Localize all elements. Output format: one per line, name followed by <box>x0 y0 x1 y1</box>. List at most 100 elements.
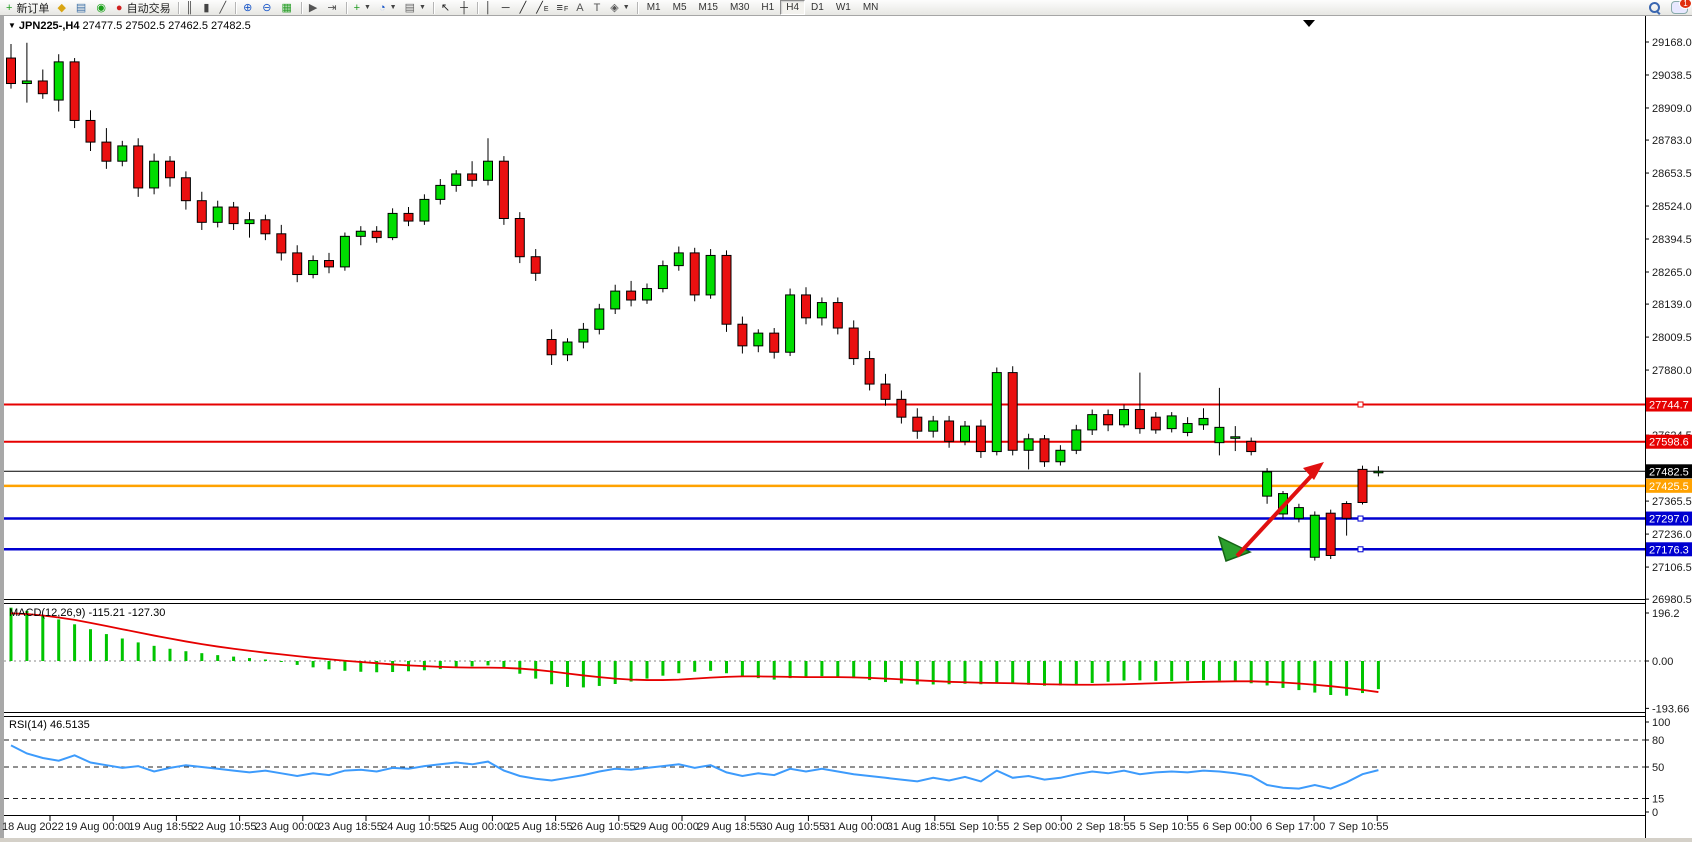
cursor-button[interactable]: ↖ <box>437 0 456 16</box>
timeframe-button-d1[interactable]: D1 <box>811 2 824 13</box>
date-label: 2 Sep 00:00 <box>1013 821 1072 833</box>
chevron-down-icon[interactable]: ▼ <box>622 4 630 11</box>
zoom-out-button[interactable]: ⊖ <box>258 0 277 16</box>
toolbar-separator <box>476 1 478 14</box>
candle-body-down <box>165 160 175 179</box>
timeframe-button-w1[interactable]: W1 <box>835 2 851 13</box>
periods-button[interactable]: ◔ ▼ <box>375 0 401 16</box>
macd-bar <box>454 661 458 668</box>
bar-chart-button[interactable]: ║ <box>182 0 200 16</box>
hline-button[interactable]: ─ <box>498 0 516 16</box>
label-button[interactable]: T <box>590 0 607 16</box>
timeframe-button-m5[interactable]: M5 <box>672 2 687 13</box>
rsi-tick-label: 0 <box>1652 807 1658 819</box>
macd-bar <box>581 661 585 688</box>
candle-body-down <box>324 260 334 268</box>
trendline-button[interactable]: ╱ <box>516 0 533 16</box>
timeframe-button-mn[interactable]: MN <box>862 2 879 13</box>
chart-menu-icon[interactable]: ▼ <box>8 21 16 30</box>
text-button[interactable]: A <box>572 0 589 16</box>
macd-bar <box>1011 661 1015 684</box>
candle-body-down <box>85 119 96 143</box>
auto-scroll-button[interactable]: ▶ <box>305 0 323 16</box>
macd-tick-label: 0.00 <box>1652 656 1673 668</box>
vline-icon: │ <box>484 1 492 14</box>
candle-body-down <box>1341 503 1352 519</box>
timeframe-button-h1[interactable]: H1 <box>761 2 775 13</box>
date-label: 5 Sep 10:55 <box>1140 821 1199 833</box>
fibonacci-button[interactable]: ≡ F <box>553 0 573 16</box>
rsi-line <box>10 744 1379 790</box>
timeframe-button-m30[interactable]: M30 <box>729 2 750 13</box>
macd-bar <box>1281 661 1285 688</box>
gold-icon: ◆ <box>57 1 66 14</box>
chevron-down-icon[interactable]: ▼ <box>418 4 426 11</box>
chevron-down-icon[interactable]: ▼ <box>364 4 371 11</box>
macd-bar <box>57 619 61 661</box>
date-label: 25 Aug 18:55 <box>508 821 573 833</box>
accounts-button[interactable]: ▤ <box>72 0 92 16</box>
gold-button[interactable]: ◆ <box>53 0 71 16</box>
price-tick-label: 27106.5 <box>1652 562 1692 574</box>
chat-icon[interactable]: 1 <box>1671 0 1692 14</box>
new-order-button[interactable]: + 新订单 <box>2 0 53 16</box>
indicators-button[interactable]: + ▼ <box>350 0 375 16</box>
macd-bar <box>295 661 299 665</box>
signal-button[interactable]: ◉ <box>92 0 112 16</box>
candle-body-up <box>1071 429 1082 451</box>
macd-bar <box>1154 661 1158 681</box>
macd-bar <box>25 610 29 661</box>
candle-body-up <box>610 290 621 310</box>
line-handle-27176.3[interactable] <box>1357 546 1364 553</box>
crosshair-button[interactable]: ┼ <box>456 0 474 16</box>
macd-bar <box>311 661 315 668</box>
candle-body-up <box>705 254 716 296</box>
candle-body-down <box>1103 414 1114 426</box>
search-icon[interactable] <box>1648 1 1661 15</box>
timeframe-button-m1[interactable]: M1 <box>646 2 661 13</box>
macd-bar <box>899 661 903 684</box>
candle-body-down <box>689 252 700 296</box>
macd-bar <box>629 661 633 682</box>
chart-shift-marker[interactable] <box>1303 20 1315 27</box>
templates-icon: ▤ <box>404 1 415 14</box>
zoom-in-button[interactable]: ⊕ <box>239 0 258 16</box>
candle-body-up <box>594 308 605 330</box>
macd-bar <box>1058 661 1062 686</box>
price-tick-label: 27236.0 <box>1652 529 1692 541</box>
candle-body-up <box>339 235 350 268</box>
channel-icon-sub: E <box>543 6 549 13</box>
line-chart-button[interactable]: ╱ <box>215 0 232 16</box>
macd-bar <box>120 638 124 661</box>
macd-bar <box>756 661 760 679</box>
tile-windows-button[interactable]: ▦ <box>278 0 298 16</box>
timeframe-button-h4[interactable]: H4 <box>780 0 806 15</box>
price-label-bg-27425.5 <box>1646 478 1692 493</box>
channel-button[interactable]: ╱ E <box>532 0 552 16</box>
trend-arrow-line[interactable] <box>1235 471 1316 558</box>
date-label: 19 Aug 18:55 <box>128 821 193 833</box>
candle-body-up <box>1023 438 1034 451</box>
trend-arrow-head <box>1303 462 1324 480</box>
trendline-icon: ╱ <box>519 1 527 14</box>
date-label: 1 Sep 10:55 <box>950 821 1009 833</box>
chevron-down-icon[interactable]: ▼ <box>389 4 397 11</box>
toolbar-separator <box>300 1 302 14</box>
signal-icon: ◉ <box>96 1 106 14</box>
chart-shift-button[interactable]: ⇥ <box>323 0 342 16</box>
candle-body-up <box>562 341 573 356</box>
macd-bar <box>915 661 919 685</box>
autotrading-button[interactable]: ● 自动交易 <box>112 0 175 16</box>
price-label-27425.5: 27425.5 <box>1649 481 1689 493</box>
candlestick-chart-button[interactable]: ▮ <box>199 0 215 16</box>
macd-bar <box>979 661 983 685</box>
line-handle-27744.7[interactable] <box>1357 401 1364 408</box>
date-label: 7 Sep 10:55 <box>1329 821 1388 833</box>
macd-bar <box>279 661 283 662</box>
timeframe-button-m15[interactable]: M15 <box>698 2 718 13</box>
templates-button[interactable]: ▤ ▼ <box>401 0 430 16</box>
vline-button[interactable]: │ <box>481 0 498 16</box>
line-handle-27297.0[interactable] <box>1357 515 1364 522</box>
shapes-button[interactable]: ◈ ▼ <box>606 0 633 16</box>
